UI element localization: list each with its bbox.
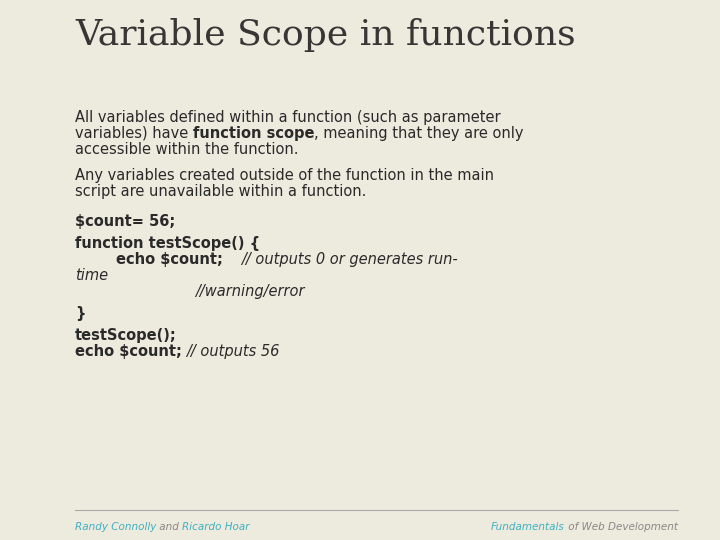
Text: , meaning that they are only: , meaning that they are only <box>315 126 524 141</box>
Text: function scope: function scope <box>193 126 315 141</box>
Text: }: } <box>75 306 86 321</box>
Text: Variable Scope in functions: Variable Scope in functions <box>75 18 575 52</box>
Text: // outputs 0 or generates run-: // outputs 0 or generates run- <box>241 252 458 267</box>
Text: All variables defined within a function (such as parameter: All variables defined within a function … <box>75 110 500 125</box>
Text: Randy Connolly: Randy Connolly <box>75 522 156 532</box>
Text: testScope();: testScope(); <box>75 328 176 343</box>
Text: echo $count;: echo $count; <box>75 344 182 359</box>
Text: variables) have: variables) have <box>75 126 193 141</box>
Text: accessible within the function.: accessible within the function. <box>75 142 299 157</box>
Text: script are unavailable within a function.: script are unavailable within a function… <box>75 184 366 199</box>
Text: // outputs 56: // outputs 56 <box>186 344 280 359</box>
Text: Fundamentals: Fundamentals <box>491 522 564 532</box>
Text: Ricardo Hoar: Ricardo Hoar <box>182 522 250 532</box>
Text: $count= 56;: $count= 56; <box>75 214 175 229</box>
Text: function testScope() {: function testScope() { <box>75 236 260 251</box>
Text: and: and <box>156 522 182 532</box>
Text: echo $count;: echo $count; <box>75 252 223 267</box>
Text: of Web Development: of Web Development <box>564 522 678 532</box>
Text: //warning/error: //warning/error <box>195 284 305 299</box>
Text: Any variables created outside of the function in the main: Any variables created outside of the fun… <box>75 168 494 183</box>
Text: time: time <box>75 268 108 283</box>
